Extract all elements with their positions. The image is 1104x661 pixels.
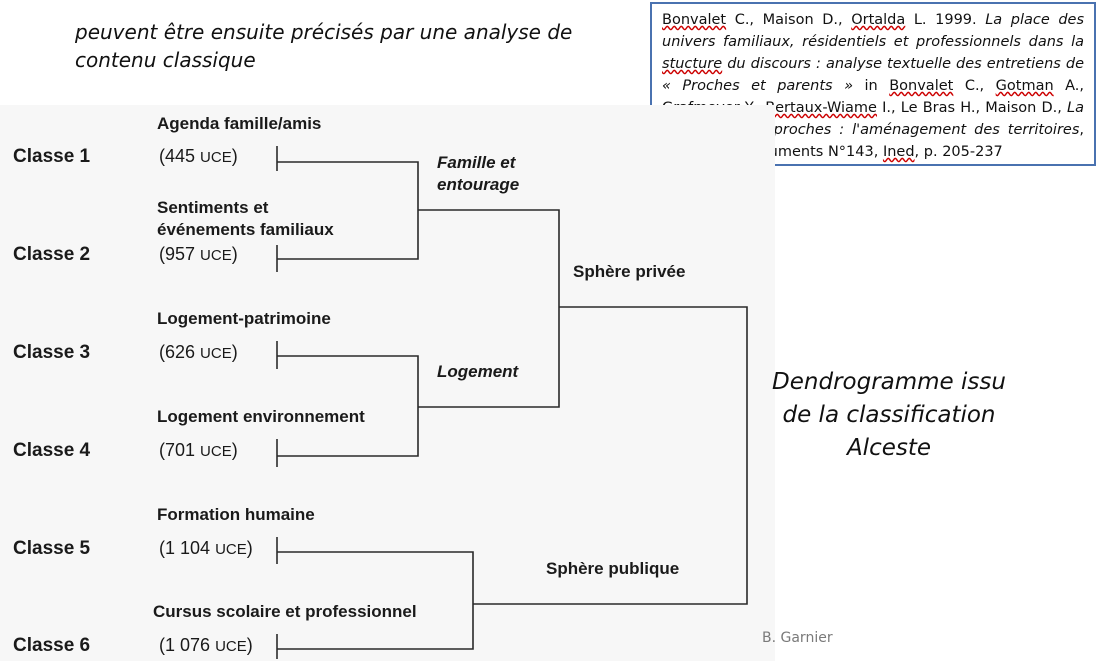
ref-book-title: La <box>1067 100 1084 116</box>
ref-editor: Bonvalet <box>889 78 954 94</box>
class-6-topic: Cursus scolaire et professionnel <box>153 602 417 621</box>
class-5-topic: Formation humaine <box>157 505 315 524</box>
class-2-count: (957 UCE) <box>159 244 238 264</box>
class-4-count: (701 UCE) <box>159 440 238 460</box>
branch-famille <box>277 161 419 260</box>
class-1-topic: Agenda famille/amis <box>157 114 321 133</box>
class-5-count: (1 104 UCE) <box>159 538 253 558</box>
ref-title: du discours : analyse textuelle des entr… <box>662 56 1084 94</box>
ref-editor: Gotman <box>995 78 1054 94</box>
class-5-label: Classe 5 <box>13 538 91 559</box>
intro-line-1: peuvent être ensuite précisés par une an… <box>75 20 573 44</box>
branch-root <box>473 306 748 605</box>
ref-book-title: proches : l'aménagement des territoires <box>773 122 1080 138</box>
class-3-label: Classe 3 <box>13 342 90 363</box>
caption-line-1: Dendrogramme issu <box>772 369 1006 395</box>
branch-publique <box>277 551 474 650</box>
branch-privee <box>418 209 560 408</box>
class-3-count: (626 UCE) <box>159 342 238 362</box>
class-3-topic: Logement-patrimoine <box>157 309 331 328</box>
ref-publisher: Ined <box>882 144 915 160</box>
sphere-privee-label: Sphère privée <box>573 262 685 281</box>
group-logement: Logement <box>437 362 520 381</box>
ref-text: in <box>853 78 890 94</box>
intro-line-2: contenu classique <box>75 48 256 72</box>
ref-text: C., <box>953 78 996 94</box>
ref-editor: Bertaux-Wiame <box>765 100 877 116</box>
ref-title: La place des univers familiaux, résident… <box>662 12 1085 50</box>
ref-text: C., Maison D., <box>726 12 852 28</box>
caption: Dendrogramme issu de la classification A… <box>760 366 1018 465</box>
ref-text: I., Le Bras H., Maison D., <box>876 100 1068 116</box>
ref-text: L. 1999. <box>905 12 986 28</box>
sphere-publique-label: Sphère publique <box>546 559 679 578</box>
class-6-count: (1 076 UCE) <box>159 635 253 655</box>
group-famille-line-1: Famille et <box>437 153 517 172</box>
ref-text: , p. 205-237 <box>914 144 1003 160</box>
ref-title-word: stucture <box>662 56 723 72</box>
class-1-label: Classe 1 <box>13 146 91 167</box>
author-credit: B. Garnier <box>762 630 833 646</box>
caption-line-2: de la classification <box>782 402 996 428</box>
class-2-topic-line-1: Sentiments et <box>157 198 269 217</box>
caption-line-3: Alceste <box>846 435 932 461</box>
class-2-topic-line-2: événements familiaux <box>157 220 334 239</box>
branch-logement <box>277 355 419 457</box>
dendrogram-branches <box>276 146 748 659</box>
group-famille-line-2: entourage <box>437 175 519 194</box>
class-4-topic: Logement environnement <box>157 407 365 426</box>
ref-text: A., <box>1053 78 1085 94</box>
intro-text: peuvent être ensuite précisés par une an… <box>75 18 595 74</box>
class-4-label: Classe 4 <box>13 440 91 461</box>
class-1-count: (445 UCE) <box>159 146 238 166</box>
class-2-label: Classe 2 <box>13 244 90 265</box>
ref-author-bonvalet: Bonvalet <box>662 12 727 28</box>
class-6-label: Classe 6 <box>13 635 90 656</box>
ref-author-ortalda: Ortalda <box>851 12 906 28</box>
scanned-figure-background <box>0 105 775 661</box>
